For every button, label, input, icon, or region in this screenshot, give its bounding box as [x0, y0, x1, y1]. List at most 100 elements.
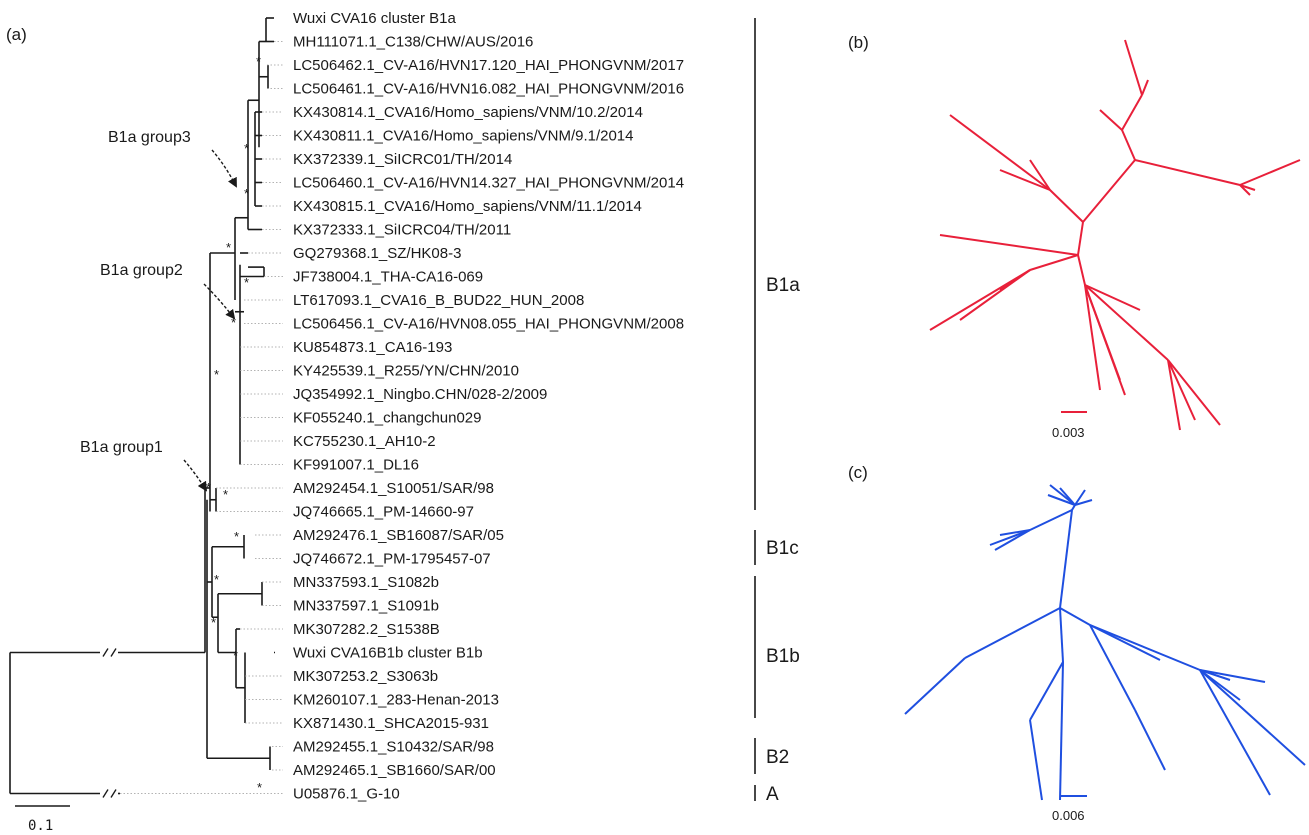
- support-mark: *: [206, 480, 211, 495]
- support-mark: *: [223, 487, 228, 502]
- group1-arrow: [183, 459, 208, 492]
- tree-branch: [989, 529, 1031, 546]
- support-mark: *: [244, 275, 249, 290]
- leaf-labels: Wuxi CVA16 cluster B1a MH111071.1_C138/CH…: [293, 10, 684, 803]
- leaf-label: AM292455.1_S10432/SAR/98: [293, 739, 494, 756]
- clade-label-b1a: B1a: [766, 275, 800, 296]
- leader-lines: [120, 41, 283, 794]
- tree-branch: [1089, 624, 1161, 661]
- leaf-label: GQ279368.1_SZ/HK08-3: [293, 245, 461, 262]
- support-mark: *: [257, 780, 262, 795]
- tree-branch: [1074, 489, 1086, 506]
- leaf-label: KX372339.1_SiICRC01/TH/2014: [293, 151, 512, 168]
- leaf-label: KX372333.1_SiICRC04/TH/2011: [293, 222, 511, 239]
- leaf-label: Wuxi CVA16 cluster B1a: [293, 10, 457, 27]
- group2-arrow: [203, 283, 236, 320]
- support-mark: *: [211, 615, 216, 630]
- tree-branch: [1099, 109, 1123, 131]
- leaf-label: MH111071.1_C138/CHW/AUS/2016: [293, 34, 533, 51]
- leaf-label: JQ746672.1_PM-1795457-07: [293, 551, 491, 568]
- tree-branch: [1239, 159, 1301, 186]
- tree-branch: [1167, 359, 1221, 426]
- tree-branch: [999, 269, 1031, 291]
- tree-branch: [1134, 709, 1166, 771]
- group3-arrow: [211, 149, 237, 188]
- leaf-label: KC755230.1_AH10-2: [293, 433, 436, 450]
- leaf-label: LC506456.1_CV-A16/HVN08.055_HAI_PHONGVNM…: [293, 316, 684, 333]
- leaf-label: Wuxi CVA16B1b cluster B1b: [293, 645, 483, 662]
- tree-branch: [1029, 719, 1043, 801]
- tree-branch: [1089, 624, 1136, 711]
- support-mark: *: [256, 54, 261, 69]
- leaf-label: KY425539.1_R255/YN/CHN/2010: [293, 363, 519, 380]
- leaf-label: MN337593.1_S1082b: [293, 574, 439, 591]
- break-mark: [102, 648, 109, 657]
- support-mark: *: [226, 240, 231, 255]
- leaf-label: LT617093.1_CVA16_B_BUD22_HUN_2008: [293, 292, 584, 309]
- tree-branch: [1074, 499, 1093, 506]
- tree-branch: [1059, 607, 1091, 626]
- leaf-label: KU854873.1_CA16-193: [293, 339, 452, 356]
- leaf-label: JQ354992.1_Ningbo.CHN/028-2/2009: [293, 386, 547, 403]
- tree-branch: [1059, 661, 1064, 801]
- support-mark: *: [231, 315, 236, 330]
- scale-label-c: 0.006: [1052, 808, 1085, 823]
- tree-branch: [1199, 669, 1271, 796]
- tree-branch: [1084, 284, 1169, 361]
- tree-branch: [1029, 159, 1051, 191]
- support-mark: *: [244, 141, 249, 156]
- tree-branch: [1077, 254, 1086, 286]
- tree-branch: [1239, 184, 1256, 191]
- leaf-label: KF991007.1_DL16: [293, 457, 419, 474]
- panel-b-label: (b): [848, 33, 869, 52]
- tree-branch: [904, 657, 966, 715]
- group2-label: B1a group2: [100, 262, 183, 279]
- support-marks: * * * * * * * * * * * * * *: [206, 54, 262, 795]
- tree-branch: [1082, 159, 1136, 223]
- leaf-label: AM292454.1_S10051/SAR/98: [293, 480, 494, 497]
- tree-branch: [1049, 189, 1084, 223]
- tree-branch: [1059, 509, 1073, 609]
- tree-branch: [1121, 129, 1136, 161]
- tree-branch: [1124, 39, 1143, 96]
- leaf-label: U05876.1_G-10: [293, 786, 400, 803]
- leaf-label: JF738004.1_THA-CA16-069: [293, 269, 483, 286]
- leaf-label: KX430815.1_CVA16/Homo_sapiens/VNM/11.1/2…: [293, 198, 642, 215]
- tree-branch: [1077, 221, 1084, 256]
- tree-branch: [1199, 669, 1266, 683]
- tree-branch: [1167, 359, 1181, 431]
- panel-c-label: (c): [848, 463, 868, 482]
- tree-branch: [1167, 359, 1196, 421]
- tree-branch: [964, 607, 1061, 659]
- leaf-label: KF055240.1_changchun029: [293, 410, 482, 427]
- tree-branch: [1084, 284, 1141, 311]
- group1-label: B1a group1: [80, 439, 163, 456]
- tree-branch: [1239, 184, 1251, 196]
- scale-label-a: 0.1: [28, 818, 53, 834]
- tree-branch: [1084, 284, 1101, 391]
- scale-label-b: 0.003: [1052, 425, 1085, 440]
- leaf-label: KM260107.1_283-Henan-2013: [293, 692, 499, 709]
- tree-branch: [1089, 624, 1201, 671]
- break-mark: [102, 789, 109, 798]
- unrooted-tree-b1a: [929, 39, 1301, 431]
- break-mark: [110, 648, 117, 657]
- tree-branch: [1029, 254, 1079, 271]
- leaf-label: LC506460.1_CV-A16/HVN14.327_HAI_PHONGVNM…: [293, 175, 684, 192]
- leaf-label: MN337597.1_S1091b: [293, 598, 439, 615]
- tree-branch: [939, 234, 1079, 256]
- leaf-label: LC506461.1_CV-A16/HVN16.082_HAI_PHONGVNM…: [293, 81, 684, 98]
- tree-branch: [999, 529, 1031, 536]
- clade-label-b1b: B1b: [766, 646, 800, 667]
- tree-branch: [1047, 494, 1076, 506]
- phylogenetic-tree: * * * * * * * * * * * * * * Wuxi CVA16 cluster B1a MH1…: [9, 10, 684, 803]
- clade-label-a: A: [766, 784, 779, 805]
- leaf-label: AM292476.1_SB16087/SAR/05: [293, 527, 504, 544]
- tree-branch: [999, 169, 1051, 191]
- panel-a-label: (a): [6, 25, 27, 44]
- group3-label: B1a group3: [108, 129, 191, 146]
- tree-branch: [1029, 509, 1073, 531]
- unrooted-tree-b1b: [904, 484, 1306, 801]
- leaf-label: JQ746665.1_PM-14660-97: [293, 504, 474, 521]
